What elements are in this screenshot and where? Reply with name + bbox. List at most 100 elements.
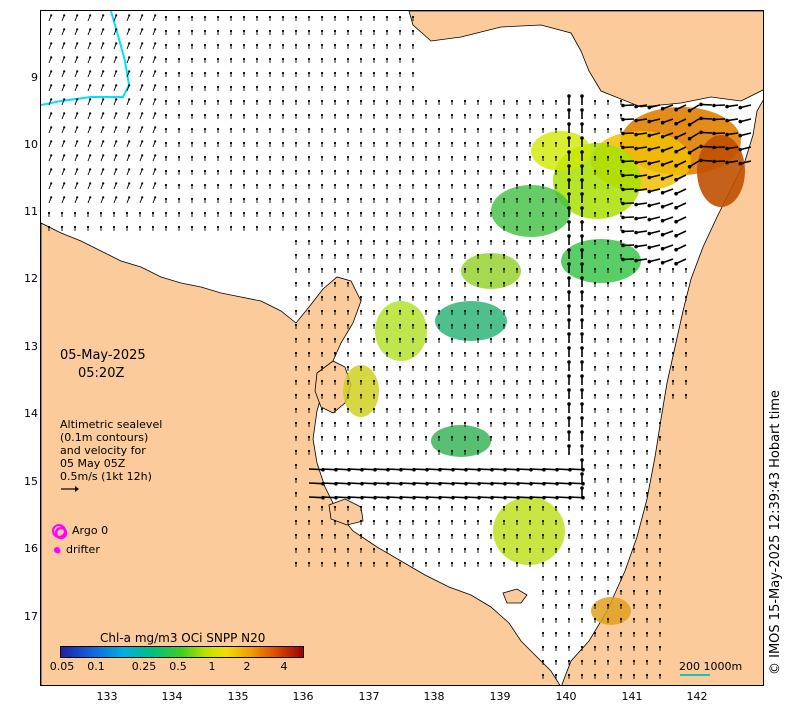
velocity-arrow-head (385, 421, 389, 425)
velocity-arrow-head (712, 159, 716, 164)
velocity-arrow-head (359, 239, 363, 243)
velocity-arrow-head (528, 99, 532, 103)
velocity-arrow-head (346, 43, 350, 47)
velocity-arrow-head (567, 94, 571, 98)
velocity-arrow-head (216, 43, 220, 47)
velocity-arrow-head (528, 323, 532, 327)
velocity-arrow (622, 202, 635, 205)
velocity-arrow-head (346, 239, 350, 243)
velocity-arrow-head (307, 225, 311, 229)
velocity-arrow-head (372, 505, 376, 509)
velocity-arrow-head (307, 365, 311, 369)
velocity-arrow-head (294, 267, 298, 271)
velocity-arrow-head (567, 290, 571, 294)
velocity-arrow (464, 496, 480, 499)
velocity-arrow-head (424, 127, 428, 131)
velocity-arrow-head (359, 561, 363, 565)
velocity-arrow-head (541, 379, 545, 383)
velocity-arrow-head (619, 603, 623, 607)
velocity-arrow-head (359, 323, 363, 327)
velocity-arrow-head (619, 547, 623, 551)
velocity-arrow-head (63, 14, 66, 17)
velocity-arrow-head (281, 57, 285, 61)
velocity-arrow-head (645, 659, 649, 663)
velocity-arrow-head (411, 15, 415, 19)
velocity-arrow-head (632, 505, 636, 509)
velocity-arrow-head (141, 112, 144, 115)
velocity-arrow-head (658, 533, 662, 537)
velocity-arrow-head (476, 533, 480, 537)
velocity-arrow (321, 482, 337, 485)
velocity-arrow-head (177, 225, 181, 229)
velocity-arrow-head (632, 519, 636, 523)
velocity-arrow-head (437, 393, 441, 397)
velocity-arrow-head (541, 561, 545, 565)
velocity-arrow-head (606, 645, 610, 649)
velocity-arrow-head (307, 211, 311, 215)
velocity-arrow-head (76, 154, 79, 157)
velocity-arrow (425, 482, 441, 485)
velocity-arrow-head (632, 323, 636, 327)
velocity-arrow-head (411, 99, 415, 103)
velocity-arrow-head (320, 71, 324, 75)
velocity-arrow-head (502, 211, 506, 215)
velocity-arrow (713, 132, 726, 135)
velocity-arrow (542, 496, 558, 499)
velocity-arrow-head (320, 323, 324, 327)
velocity-arrow-head (554, 267, 558, 271)
velocity-arrow-head (712, 117, 716, 122)
velocity-arrow-head (606, 225, 610, 229)
altimetry-line: 0.5m/s (1kt 12h) (60, 470, 152, 483)
velocity-arrow-head (619, 365, 623, 369)
velocity-arrow-head (463, 267, 467, 271)
velocity-arrow-head (333, 421, 337, 425)
velocity-arrow (635, 132, 648, 136)
velocity-arrow-head (541, 323, 545, 327)
velocity-arrow-head (621, 243, 625, 248)
velocity-arrow-head (554, 169, 558, 173)
velocity-arrow-head (463, 393, 467, 397)
velocity-arrow-head (177, 85, 181, 89)
velocity-arrow-head (632, 435, 636, 439)
velocity-arrow-head (619, 323, 623, 327)
velocity-arrow-head (738, 119, 743, 124)
velocity-arrow-head (606, 449, 610, 453)
velocity-arrow-head (684, 309, 688, 313)
velocity-arrow (516, 468, 532, 471)
velocity-arrow (700, 145, 713, 148)
velocity-arrow-head (307, 505, 311, 509)
velocity-arrow-head (216, 15, 220, 19)
velocity-arrow-head (725, 132, 729, 137)
velocity-arrow-head (177, 71, 181, 75)
velocity-arrow-head (658, 659, 662, 663)
velocity-arrow-head (621, 159, 625, 164)
velocity-arrow-head (593, 533, 597, 537)
velocity-arrow-head (281, 141, 285, 145)
velocity-arrow-head (281, 183, 285, 187)
velocity-arrow-head (125, 211, 129, 215)
velocity-arrow-head (580, 444, 584, 448)
velocity-arrow-head (450, 505, 454, 509)
velocity-arrow-head (463, 505, 467, 509)
velocity-arrow-head (424, 295, 428, 299)
velocity-arrow-head (528, 295, 532, 299)
velocity-arrow-head (424, 435, 428, 439)
velocity-arrow-head (307, 253, 311, 257)
velocity-arrow-head (255, 211, 259, 215)
velocity-arrow-head (424, 99, 428, 103)
velocity-arrow-head (50, 56, 53, 59)
velocity-arrow-head (712, 131, 716, 136)
velocity-arrow-head (580, 472, 584, 476)
velocity-arrow-head (725, 118, 729, 123)
velocity-arrow-head (619, 211, 623, 215)
velocity-arrow-head (450, 295, 454, 299)
velocity-arrow-head (190, 211, 194, 215)
velocity-arrow-head (424, 113, 428, 117)
velocity-arrow-head (177, 211, 181, 215)
velocity-arrow (649, 104, 661, 109)
velocity-arrow-head (411, 379, 415, 383)
velocity-arrow-head (255, 29, 259, 33)
velocity-arrow-head (115, 84, 118, 87)
velocity-arrow-head (593, 239, 597, 243)
velocity-arrow-head (203, 141, 207, 145)
